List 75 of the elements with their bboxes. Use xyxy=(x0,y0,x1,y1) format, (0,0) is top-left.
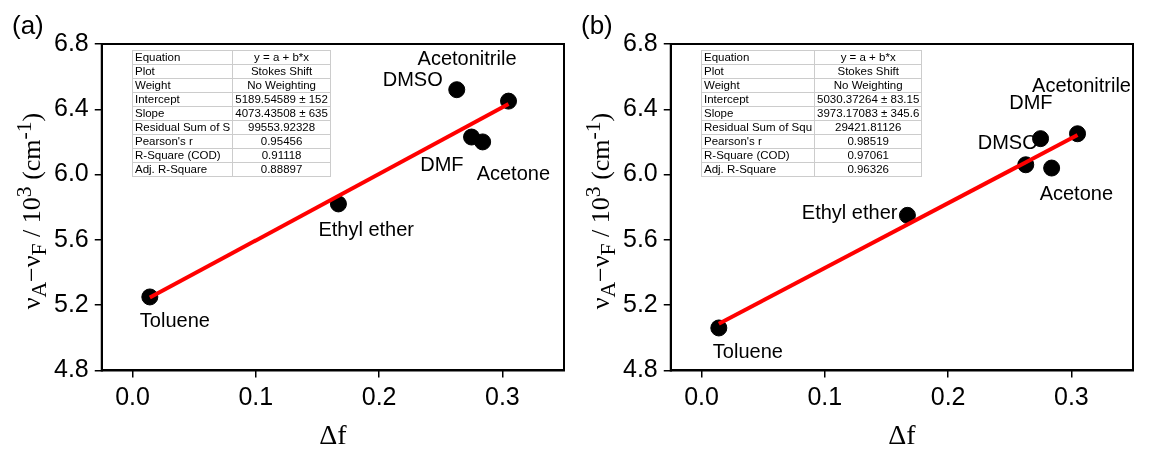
annotation: y = a + b*x xyxy=(232,50,331,65)
x-tick-label: 0.1 xyxy=(238,382,274,411)
annotation: 0.91118 xyxy=(232,148,331,163)
chart-title: (b) xyxy=(581,10,613,41)
annotation: Stokes Shift xyxy=(814,64,922,79)
y-tick-label: 6.8 xyxy=(53,27,89,56)
annotation: Plot xyxy=(132,64,233,79)
x-axis-title: Δf xyxy=(888,418,917,450)
x-tick-label: 0.0 xyxy=(115,382,150,411)
annotation: 5189.54589 ± 152 xyxy=(232,92,331,107)
annotation: Plot xyxy=(701,64,815,79)
annotation: 99553.92328 xyxy=(232,120,331,135)
point xyxy=(474,133,492,151)
annotation: R-Square (COD) xyxy=(132,148,233,163)
annotation: 0.95456 xyxy=(232,134,331,149)
annotation: R-Square (COD) xyxy=(701,148,815,163)
annotation: Toluene xyxy=(712,339,783,362)
annotation: Adj. R-Square xyxy=(132,162,233,177)
y-tick-label: 5.6 xyxy=(622,223,658,252)
x-axis-title: Δf xyxy=(319,418,348,450)
annotation: 4073.43508 ± 635 xyxy=(232,106,331,121)
x-tick-label: 0.2 xyxy=(361,382,397,411)
x-tick-label: 0.2 xyxy=(930,382,966,411)
annotation: Acetonitrile xyxy=(1032,73,1131,96)
annotation: No Weighting xyxy=(814,78,922,93)
annotation: Pearson's r xyxy=(132,134,233,149)
annotation: Intercept xyxy=(132,92,233,107)
annotation: 3973.17083 ± 345.6 xyxy=(814,106,922,121)
annotation: 0.97061 xyxy=(814,148,922,163)
annotation: y = a + b*x xyxy=(814,50,922,65)
x-tick-label: 0.3 xyxy=(1053,382,1089,411)
annotation: 29421.81126 xyxy=(814,120,922,135)
y-tick-label: 5.2 xyxy=(622,289,658,318)
annotation: Slope xyxy=(701,106,815,121)
x-tick-label: 0.3 xyxy=(484,382,520,411)
annotation: Acetone xyxy=(476,161,551,184)
y-tick-label: 5.6 xyxy=(53,223,89,252)
y-tick-label: 6.8 xyxy=(622,27,658,56)
chart-title: (a) xyxy=(12,10,44,41)
y-tick-label: 6.4 xyxy=(622,93,658,122)
y-tick-label: 6.4 xyxy=(53,93,89,122)
y-tick-label: 4.8 xyxy=(622,354,658,383)
annotation: Slope xyxy=(132,106,233,121)
point xyxy=(448,81,466,99)
annotation: DMF xyxy=(420,153,464,176)
annotation: Residual Sum of Squ xyxy=(701,120,815,135)
y-tick-label: 6.0 xyxy=(622,158,658,187)
annotation: 0.98519 xyxy=(814,134,922,149)
annotation: 0.88897 xyxy=(232,162,331,177)
y-tick-label: 4.8 xyxy=(53,354,89,383)
annotation: Ethyl ether xyxy=(318,217,415,240)
point xyxy=(710,319,728,337)
annotation: Equation xyxy=(132,50,233,65)
annotation: DMSO xyxy=(382,67,443,90)
annotation: Toluene xyxy=(139,308,210,331)
annotation: Stokes Shift xyxy=(232,64,331,79)
annotation: Weight xyxy=(701,78,815,93)
annotation: Acetonitrile xyxy=(417,47,517,70)
annotation: Pearson's r xyxy=(701,134,815,149)
annotation: Equation xyxy=(701,50,815,65)
annotation: Ethyl ether xyxy=(801,201,898,224)
annotation: Residual Sum of S xyxy=(132,120,233,135)
annotation: 5030.37264 ± 83.15 xyxy=(814,92,922,107)
annotation: Intercept xyxy=(701,92,815,107)
annotation: 0.96326 xyxy=(814,162,922,177)
x-tick-label: 0.1 xyxy=(807,382,843,411)
x-tick-label: 0.0 xyxy=(684,382,719,411)
point xyxy=(898,206,916,224)
y-tick-label: 6.0 xyxy=(53,158,89,187)
annotation: Weight xyxy=(132,78,233,93)
annotation: Acetone xyxy=(1039,182,1114,205)
annotation: Adj. R-Square xyxy=(701,162,815,177)
y-tick-label: 5.2 xyxy=(53,289,89,318)
point xyxy=(1043,159,1061,177)
annotation: No Weighting xyxy=(232,78,331,93)
